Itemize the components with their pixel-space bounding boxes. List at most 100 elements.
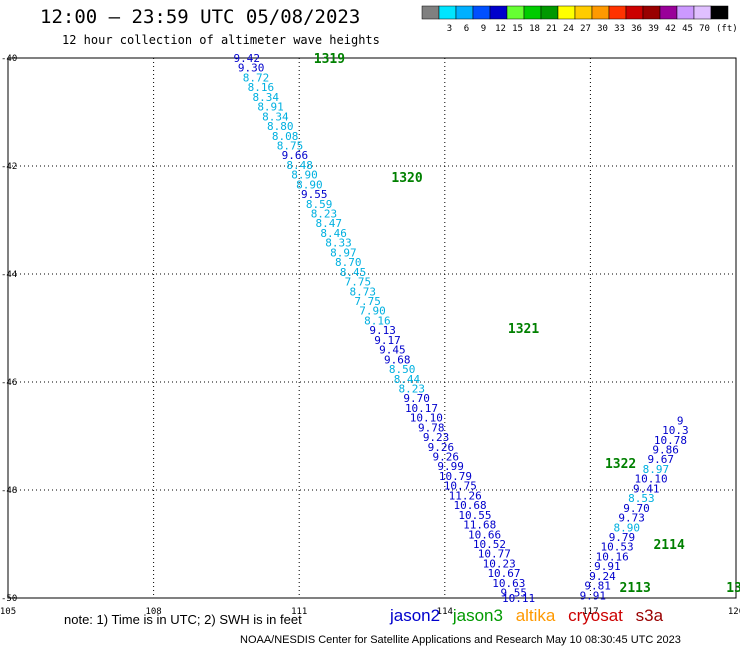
swh-value-label: 9.66 [282,149,309,162]
swh-value-label: 9.45 [379,344,406,357]
x-tick-label: 105 [0,607,16,617]
swh-value-label: 10.11 [502,592,535,605]
swh-value-label: 8.45 [340,266,367,279]
y-tick-label: -46 [1,378,17,388]
data-points: 9.429.308.728.168.348.918.348.808.088.75… [234,52,689,605]
swh-value-label: 8.50 [389,363,416,376]
swh-value-label: 8.97 [643,463,670,476]
legend-cryosat: cryosat [568,606,623,625]
y-tick-label: -48 [1,486,17,496]
swh-value-label: 9.67 [648,453,675,466]
swh-value-label: 8.47 [316,217,343,230]
swh-value-label: 8.75 [277,139,304,152]
chart-subtitle: 12 hour collection of altimeter wave hei… [62,33,380,47]
pass-number-label: 132 [726,581,740,596]
swh-value-label: 9.55 [500,587,527,600]
colorbar-label: 3 [447,24,452,34]
colorbar-label: 6 [464,24,469,34]
swh-value-label: 8.48 [286,159,313,172]
swh-value-label: 8.33 [325,237,352,250]
x-tick-label: 114 [437,607,453,617]
swh-value-label: 9.86 [652,444,679,457]
x-tick-label: 111 [291,607,307,617]
pass-number-label: 1322 [605,457,636,472]
colorbar-label: 9 [481,24,486,34]
pass-number-label: 2113 [620,581,651,596]
swh-value-label: 10.53 [601,541,634,554]
swh-value-label: 9.30 [238,62,265,75]
swh-value-label: 10.52 [473,538,506,551]
pass-number-label: 1319 [314,52,345,67]
x-tick-label: 108 [145,607,161,617]
colorbar-swatch [625,5,644,20]
colorbar-swatch [438,5,457,20]
swh-value-label: 9.70 [403,392,430,405]
colorbar-label: 24 [563,24,574,34]
swh-value-label: 10.68 [453,499,486,512]
legend-jason3: jason3 [452,606,503,625]
swh-value-label: 8.16 [248,81,275,94]
swh-value-label: 9.17 [374,334,401,347]
swh-value-label: 9.42 [234,52,261,65]
swh-value-label: 10.17 [405,402,438,415]
y-tick-label: -42 [1,162,17,172]
swh-value-label: 10.10 [410,412,443,425]
swh-value-label: 8.80 [267,120,294,133]
swh-value-label: 8.16 [364,314,391,327]
swh-value-label: 11.68 [463,519,496,532]
colorbar-swatch [557,5,576,20]
swh-value-label: 8.73 [350,285,377,298]
swh-value-label: 7.90 [359,305,386,318]
colorbar-swatch [693,5,712,20]
colorbar-label: 45 [682,24,693,34]
x-tick-label: 120 [728,607,740,617]
colorbar-swatch [574,5,593,20]
swh-value-label: 10.66 [468,528,501,541]
colorbar-label: 18 [529,24,540,34]
swh-value-label: 7.75 [345,276,372,289]
colorbar-swatch [455,5,474,20]
legend-altika: altika [515,606,556,625]
swh-value-label: 8.23 [311,208,338,221]
colorbar-label: 36 [631,24,642,34]
swh-value-label: 9.79 [609,531,636,544]
chart-title: 12:00 – 23:59 UTC 05/08/2023 [40,6,361,28]
legend-s3a: s3a [635,606,664,625]
swh-value-label: 9.70 [623,502,650,515]
swh-value-label: 9 [677,414,684,427]
swh-value-label: 9.99 [437,460,464,473]
colorbar-label: 33 [614,24,625,34]
swh-value-label: 9.73 [618,512,645,525]
swh-value-label: 10.16 [596,550,629,563]
colorbar-swatch [710,5,729,20]
swh-value-label: 10.78 [654,434,687,447]
satellite-legend: jason2 jason3 altika cryosat s3a [390,606,671,626]
swh-value-label: 10.55 [458,509,491,522]
swh-value-label: 9.81 [584,580,611,593]
swh-value-label: 8.34 [262,110,289,123]
colorbar-swatch [472,5,491,20]
swh-value-label: 8.97 [330,246,357,259]
swh-value-label: 9.55 [301,188,328,201]
colorbar-label: 39 [648,24,659,34]
swh-value-label: 8.23 [399,382,426,395]
colorbar-swatch [421,5,440,20]
colorbar-swatch [506,5,525,20]
swh-value-label: 9.13 [369,324,396,337]
swh-value-label: 8.34 [252,91,279,104]
swh-value-label: 8.72 [243,71,270,84]
colorbar-label: 27 [580,24,591,34]
swh-value-label: 9.41 [633,482,660,495]
swh-value-label: 8.90 [296,178,323,191]
colorbar-swatch [591,5,610,20]
legend-jason2: jason2 [390,606,441,625]
swh-value-label: 9.68 [384,353,411,366]
plot-frame [7,57,737,599]
swh-value-label: 9.23 [423,431,450,444]
y-tick-label: -40 [1,54,17,64]
swh-value-label: 7.75 [354,295,381,308]
y-tick-label: -44 [1,270,17,280]
swh-value-label: 9.26 [428,441,455,454]
colorbar: 3 6 9 12 15 18 21 24 27 30 33 36 39 42 45 70 (ft) [421,5,738,34]
swh-value-label: 9.91 [594,560,621,573]
